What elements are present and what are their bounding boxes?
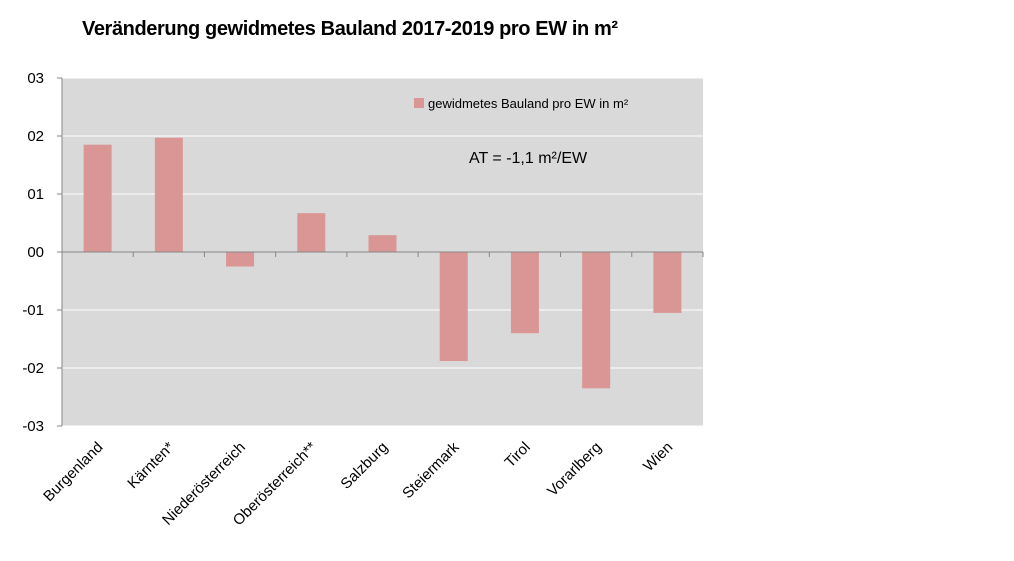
y-tick-label: -01	[22, 302, 44, 319]
x-tick-label: Tirol	[502, 439, 534, 471]
y-tick-label: 02	[27, 128, 44, 145]
y-tick-label: -02	[22, 360, 44, 377]
y-tick-label: -03	[22, 418, 44, 435]
x-tick-label: Kärnten*	[124, 439, 177, 492]
y-tick-label: 03	[27, 70, 44, 87]
bar	[653, 252, 682, 313]
bar	[83, 144, 112, 252]
chart-title: Veränderung gewidmetes Bauland 2017-2019…	[82, 18, 618, 40]
x-tick-label: Wien	[640, 439, 676, 475]
x-tick-label: Steiermark	[399, 438, 463, 502]
bar	[439, 252, 468, 362]
x-tick-labels: Burgenland Kärnten*NiederösterreichOberös…	[40, 438, 676, 529]
legend-swatch	[414, 98, 424, 108]
y-tick-labels: 03 02 01 00 -01 -02 -03	[22, 70, 44, 435]
x-tick-label: Vorarlberg	[544, 439, 605, 500]
axes	[57, 77, 704, 427]
bar	[582, 252, 611, 389]
x-tick-label: Salzburg	[337, 439, 391, 493]
bar	[368, 235, 397, 252]
legend: gewidmetes Bauland pro EW in m²	[414, 96, 629, 111]
bars	[83, 137, 682, 389]
x-tick-label: Burgenland	[40, 439, 106, 505]
bar	[510, 252, 539, 334]
bar	[297, 213, 326, 252]
chart-annotation: AT = -1,1 m²/EW	[469, 150, 588, 167]
bar	[226, 252, 255, 267]
y-tick-label: 00	[27, 244, 44, 261]
y-tick-label: 01	[27, 186, 44, 203]
bar	[154, 137, 183, 252]
legend-label: gewidmetes Bauland pro EW in m²	[428, 96, 629, 111]
